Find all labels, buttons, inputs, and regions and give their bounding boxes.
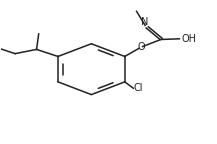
Text: O: O (137, 42, 145, 52)
Text: OH: OH (182, 34, 197, 44)
Text: N: N (141, 17, 149, 27)
Text: Cl: Cl (134, 83, 143, 93)
